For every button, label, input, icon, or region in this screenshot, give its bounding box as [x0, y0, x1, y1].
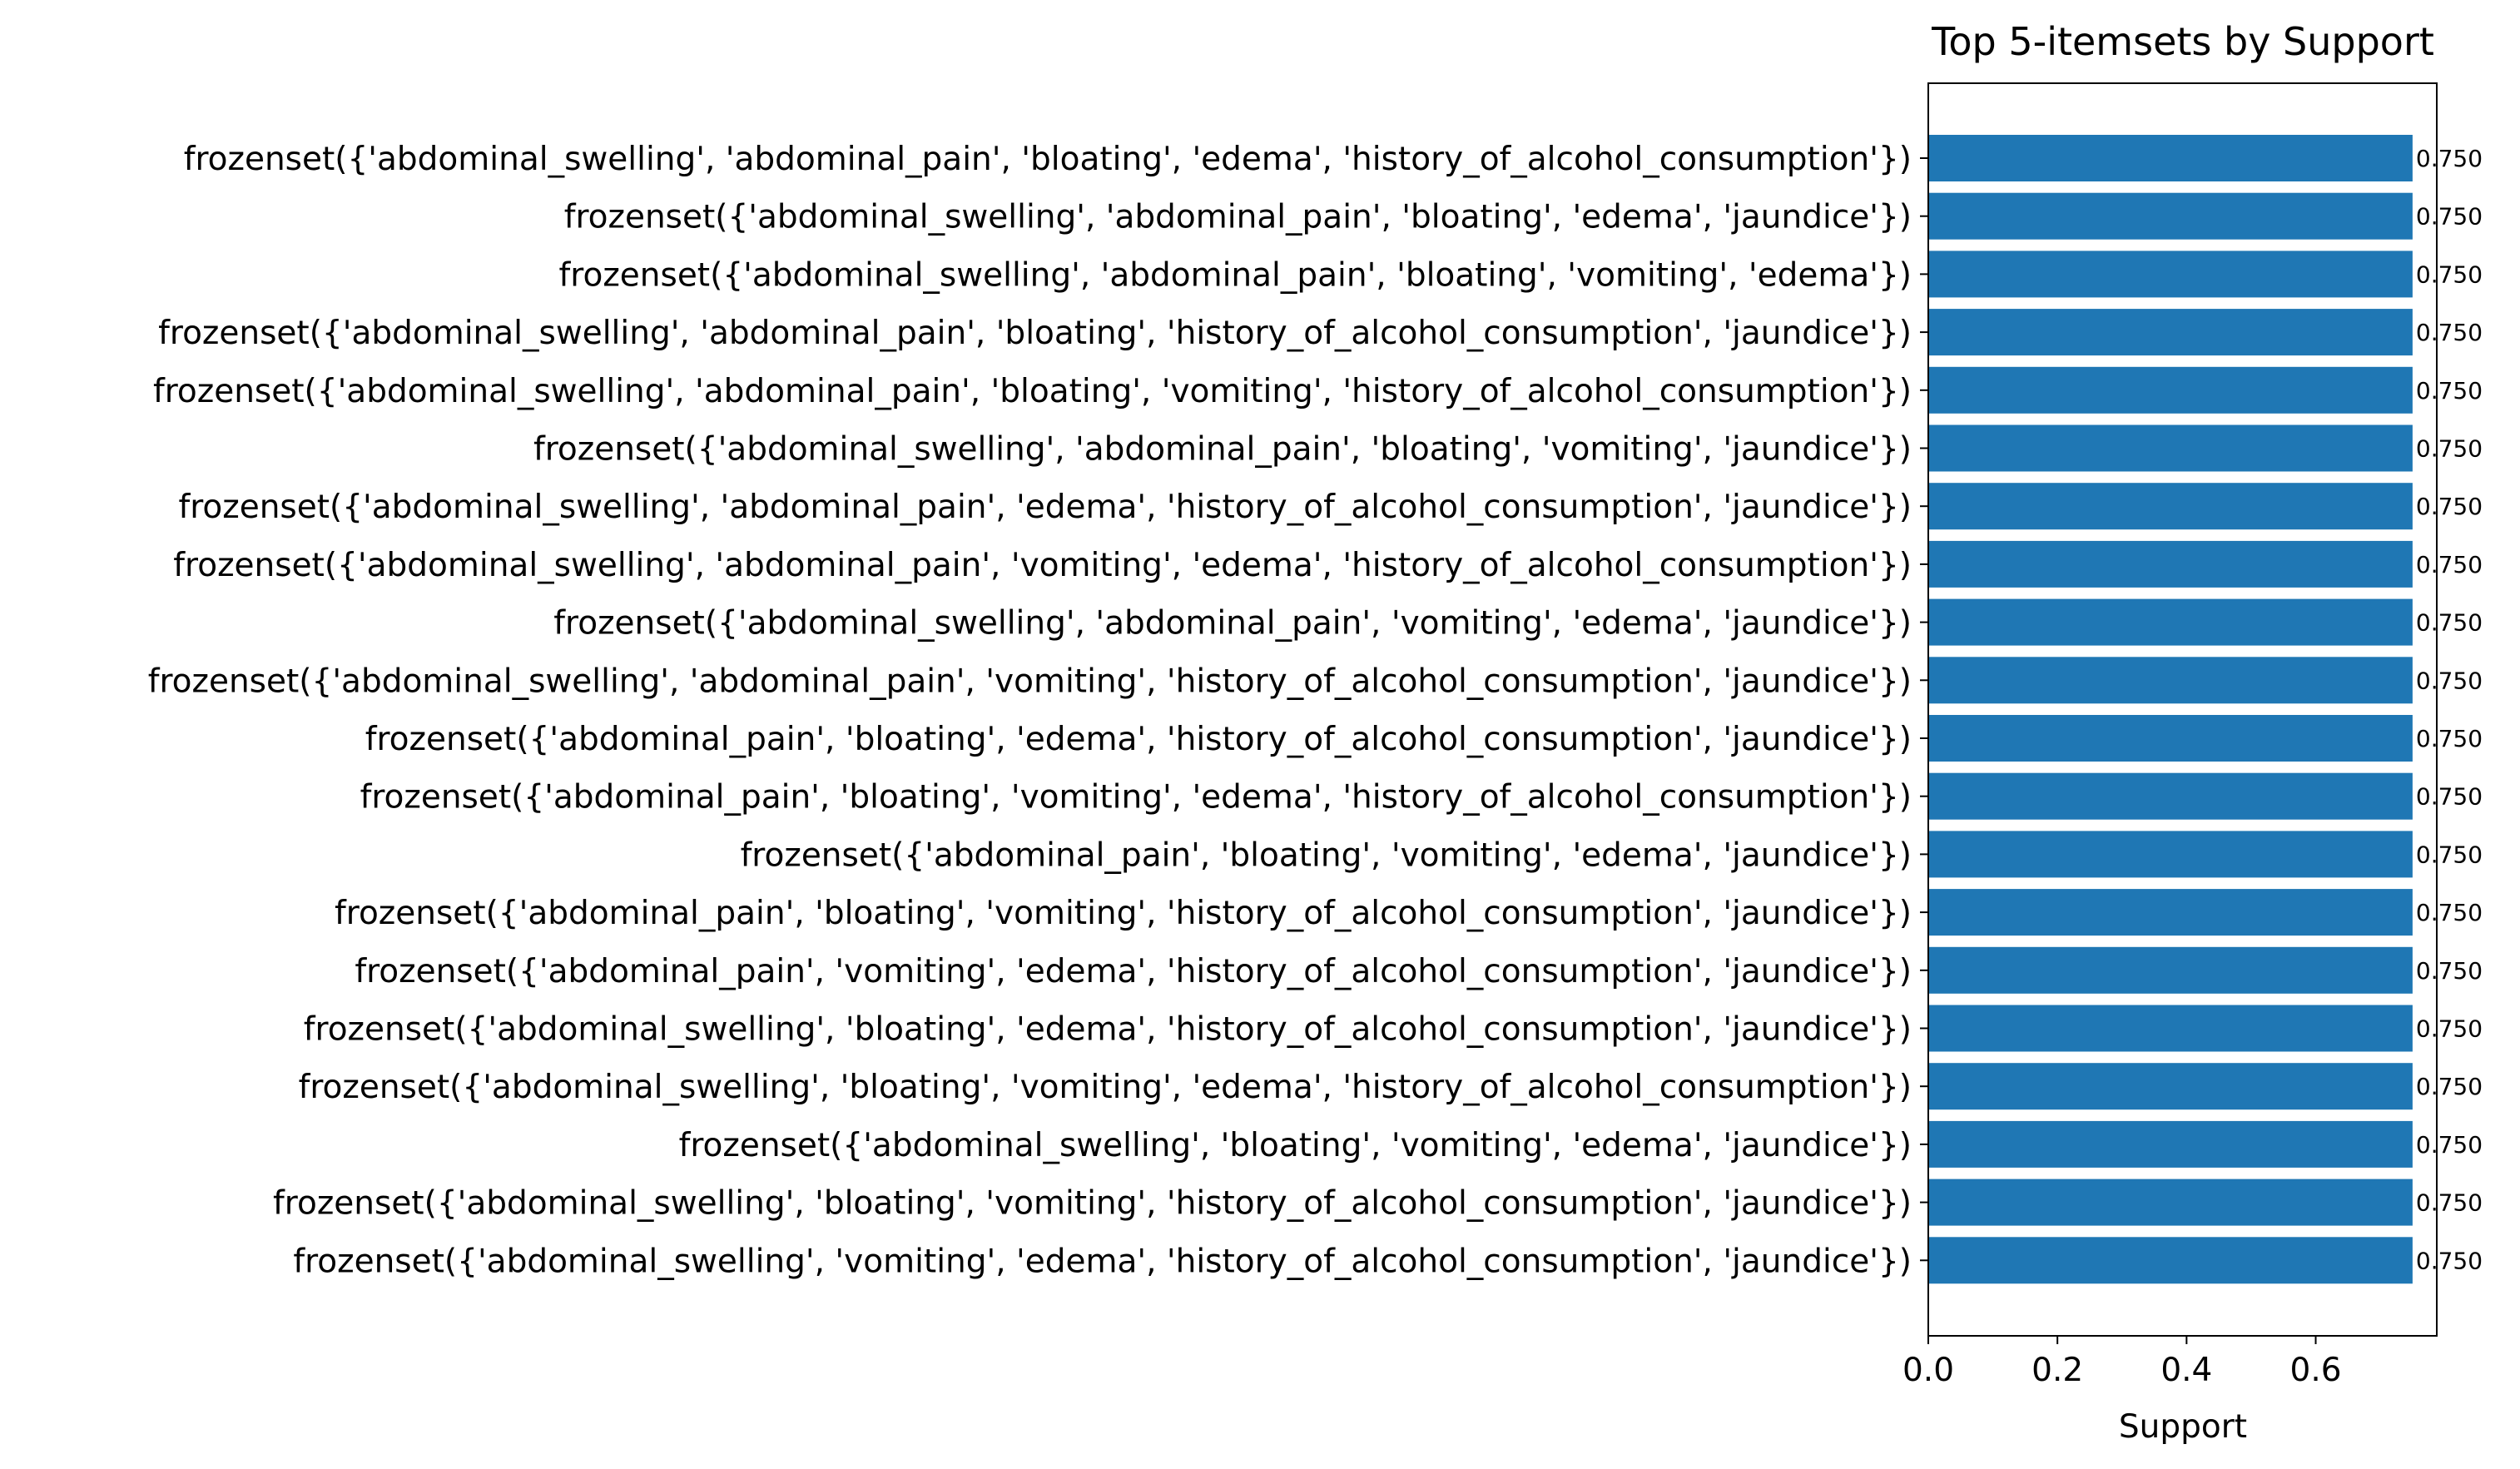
bar-value-label: 0.750 — [2416, 203, 2483, 231]
bar-value-label: 0.750 — [2416, 1247, 2483, 1274]
y-tick-label: frozenset({'abdominal_swelling', 'abdomi… — [564, 199, 1912, 236]
y-axis-ticks: frozenset({'abdominal_swelling', 'abdomi… — [148, 141, 1928, 1280]
bar — [1928, 831, 2413, 878]
bar — [1928, 135, 2413, 181]
y-tick-label: frozenset({'abdominal_swelling', 'bloati… — [304, 1011, 1912, 1049]
y-tick-label: frozenset({'abdominal_swelling', 'abdomi… — [533, 431, 1912, 469]
bar-value-label: 0.750 — [2416, 435, 2483, 463]
y-tick-label: frozenset({'abdominal_pain', 'bloating',… — [741, 836, 1912, 874]
y-tick-label: frozenset({'abdominal_swelling', 'abdomi… — [184, 141, 1912, 178]
x-tick-label: 0.2 — [2031, 1352, 2083, 1389]
value-labels-group: 0.750 0.750 0.750 0.750 0.750 0.750 0.750 0.750… — [2416, 145, 2483, 1274]
y-tick-label: frozenset({'abdominal_swelling', 'abdomi… — [553, 605, 1912, 643]
bar — [1928, 366, 2413, 414]
y-tick-label: frozenset({'abdominal_swelling', 'vomiti… — [293, 1243, 1912, 1280]
y-tick-label: frozenset({'abdominal_swelling', 'abdomi… — [559, 256, 1912, 294]
y-tick-label: frozenset({'abdominal_pain', 'bloating',… — [360, 779, 1912, 816]
bar — [1928, 1237, 2413, 1284]
plot-frame — [1927, 82, 2438, 1337]
bar — [1928, 424, 2413, 472]
x-axis-label: Support — [2119, 1408, 2247, 1446]
y-tick-label: frozenset({'abdominal_swelling', 'abdomi… — [173, 547, 1912, 584]
y-tick-label: frozenset({'abdominal_swelling', 'bloati… — [273, 1185, 1912, 1223]
bar-value-label: 0.750 — [2416, 145, 2483, 172]
y-tick-label: frozenset({'abdominal_swelling', 'abdomi… — [153, 373, 1912, 410]
bar-value-label: 0.750 — [2416, 609, 2483, 637]
bar — [1928, 192, 2413, 240]
bar — [1928, 889, 2413, 936]
bar-value-label: 0.750 — [2416, 783, 2483, 811]
bar-value-label: 0.750 — [2416, 319, 2483, 346]
y-tick-label: frozenset({'abdominal_pain', 'bloating',… — [335, 895, 1912, 932]
y-tick-label: frozenset({'abdominal_swelling', 'abdomi… — [158, 315, 1912, 352]
y-tick-label: frozenset({'abdominal_swelling', 'abdomi… — [148, 663, 1912, 700]
bar — [1928, 1120, 2413, 1168]
bar-value-label: 0.750 — [2416, 551, 2483, 578]
bar-value-label: 0.750 — [2416, 725, 2483, 752]
bar — [1928, 598, 2413, 646]
bar-value-label: 0.750 — [2416, 493, 2483, 520]
bar — [1928, 251, 2413, 298]
x-tick-label: 0.6 — [2290, 1352, 2342, 1389]
bar — [1928, 715, 2413, 762]
bar-value-label: 0.750 — [2416, 1073, 2483, 1100]
y-tick-label: frozenset({'abdominal_swelling', 'bloati… — [679, 1127, 1912, 1164]
bar-value-label: 0.750 — [2416, 377, 2483, 404]
chart-title: Top 5-itemsets by Support — [1931, 19, 2434, 64]
y-tick-label: frozenset({'abdominal_swelling', 'abdomi… — [178, 489, 1912, 526]
bar — [1928, 772, 2413, 820]
bar — [1928, 1179, 2413, 1226]
bars-group — [1928, 135, 2413, 1284]
bar-value-label: 0.750 — [2416, 1189, 2483, 1217]
bar — [1928, 1005, 2413, 1052]
bar-value-label: 0.750 — [2416, 1131, 2483, 1159]
y-tick-label: frozenset({'abdominal_swelling', 'bloati… — [299, 1069, 1912, 1106]
bar-value-label: 0.750 — [2416, 899, 2483, 926]
bar-value-label: 0.750 — [2416, 957, 2483, 985]
bar-value-label: 0.750 — [2416, 261, 2483, 288]
bar — [1928, 1063, 2413, 1110]
bar-value-label: 0.750 — [2416, 841, 2483, 868]
bar-value-label: 0.750 — [2416, 667, 2483, 694]
x-tick-label: 0.4 — [2160, 1352, 2212, 1389]
x-tick-label: 0.0 — [1902, 1352, 1954, 1389]
bar — [1928, 309, 2413, 356]
x-axis-ticks: 0.0 0.2 0.4 0.6 — [1902, 1336, 2342, 1389]
bar — [1928, 946, 2413, 994]
bar — [1928, 483, 2413, 530]
bar-value-label: 0.750 — [2416, 1015, 2483, 1043]
y-tick-label: frozenset({'abdominal_pain', 'vomiting',… — [355, 953, 1912, 990]
bar — [1928, 540, 2413, 588]
y-tick-label: frozenset({'abdominal_pain', 'bloating',… — [365, 721, 1912, 758]
bar — [1928, 657, 2413, 704]
